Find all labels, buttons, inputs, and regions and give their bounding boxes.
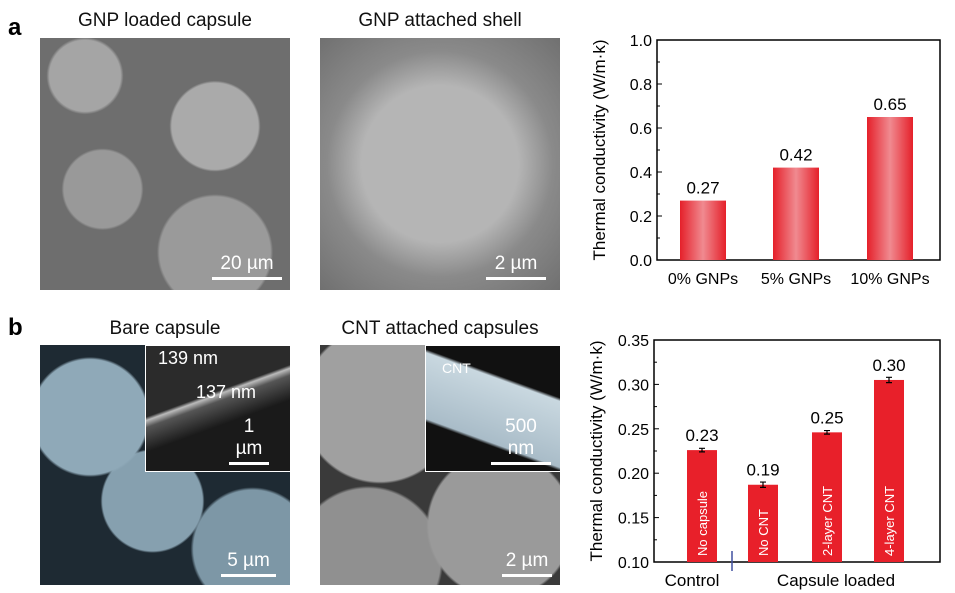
sem-image-cnt-capsules: CNT 500 nm 2 µm [320, 345, 560, 585]
data-label: 0.30 [872, 356, 905, 375]
data-label: 0.19 [746, 461, 779, 480]
y-tick-label: 0.4 [630, 165, 652, 182]
group-label: Control [665, 571, 720, 590]
data-label: 0.23 [685, 426, 718, 445]
thickness-annotation: 139 nm [158, 348, 219, 368]
bar-inside-label: 4-layer CNT [882, 486, 897, 556]
scale-bar: 500 nm [491, 416, 551, 465]
group-label: Capsule loaded [777, 571, 895, 590]
scale-bar: 1 µm [229, 416, 269, 465]
tem-inset: CNT 500 nm [425, 345, 560, 472]
y-tick-label: 0.15 [618, 511, 649, 528]
error-bar [824, 429, 830, 435]
bar [748, 484, 778, 562]
panel-label-b: b [8, 314, 23, 341]
scale-bar: 20 µm [212, 253, 282, 280]
x-tick-label: 0% GNPs [668, 271, 738, 288]
scale-label: 2 µm [505, 550, 549, 571]
y-tick-label: 0.20 [618, 466, 649, 483]
data-label: 0.42 [779, 146, 812, 165]
y-tick-label: 0.30 [618, 377, 649, 394]
panel-label-a: a [8, 14, 22, 41]
y-tick-label: 0.25 [618, 422, 649, 439]
y-tick-label: 1.0 [630, 33, 652, 50]
scale-bar: 2 µm [486, 253, 546, 280]
x-tick-label: 5% GNPs [761, 271, 831, 288]
scale-bar: 5 µm [221, 550, 276, 577]
image-title: GNP attached shell [358, 10, 522, 31]
bar [687, 450, 717, 562]
bar [680, 200, 726, 260]
y-tick-label: 0.35 [618, 333, 649, 350]
bar [867, 117, 913, 260]
y-tick-label: 0.0 [630, 253, 652, 270]
bar [874, 379, 904, 562]
bar-inside-label: No CNT [756, 509, 771, 556]
x-tick-label: 10% GNPs [850, 271, 929, 288]
cnt-annotation: CNT [442, 360, 471, 376]
sem-image-gnp-capsule: 20 µm [40, 38, 290, 290]
bar [812, 432, 842, 562]
y-tick-label: 0.10 [618, 555, 649, 572]
tem-inset: 139 nm 137 nm 1 µm [145, 345, 290, 472]
image-title: GNP loaded capsule [78, 10, 252, 31]
error-bar [886, 376, 892, 384]
sem-image-bare-capsule: 139 nm 137 nm 1 µm 5 µm [40, 345, 290, 585]
bar [773, 167, 819, 260]
y-axis-label: Thermal conductivity (W/m·k) [590, 39, 609, 260]
scale-bar: 2 µm [502, 550, 552, 577]
data-label: 0.27 [686, 179, 719, 198]
data-label: 0.65 [873, 95, 906, 114]
scale-label: 1 µm [235, 416, 263, 459]
y-tick-label: 0.2 [630, 209, 652, 226]
sem-image-gnp-shell: 2 µm [320, 38, 560, 290]
scale-label: 2 µm [494, 253, 538, 274]
data-label: 0.25 [810, 408, 843, 427]
scale-label: 5 µm [227, 550, 270, 571]
y-axis-label: Thermal conductivity (W/m·k) [587, 340, 606, 561]
bar-inside-label: No capsule [695, 491, 710, 556]
bar-inside-label: 2-layer CNT [820, 486, 835, 556]
image-title: Bare capsule [109, 318, 221, 339]
scale-label: 20 µm [220, 253, 274, 274]
y-tick-label: 0.8 [630, 77, 652, 94]
error-bar [699, 447, 705, 453]
scale-label: 500 nm [505, 416, 537, 459]
image-title: CNT attached capsules [341, 318, 539, 339]
y-tick-label: 0.6 [630, 121, 652, 138]
thickness-annotation: 137 nm [196, 382, 257, 402]
error-bar [760, 481, 766, 489]
